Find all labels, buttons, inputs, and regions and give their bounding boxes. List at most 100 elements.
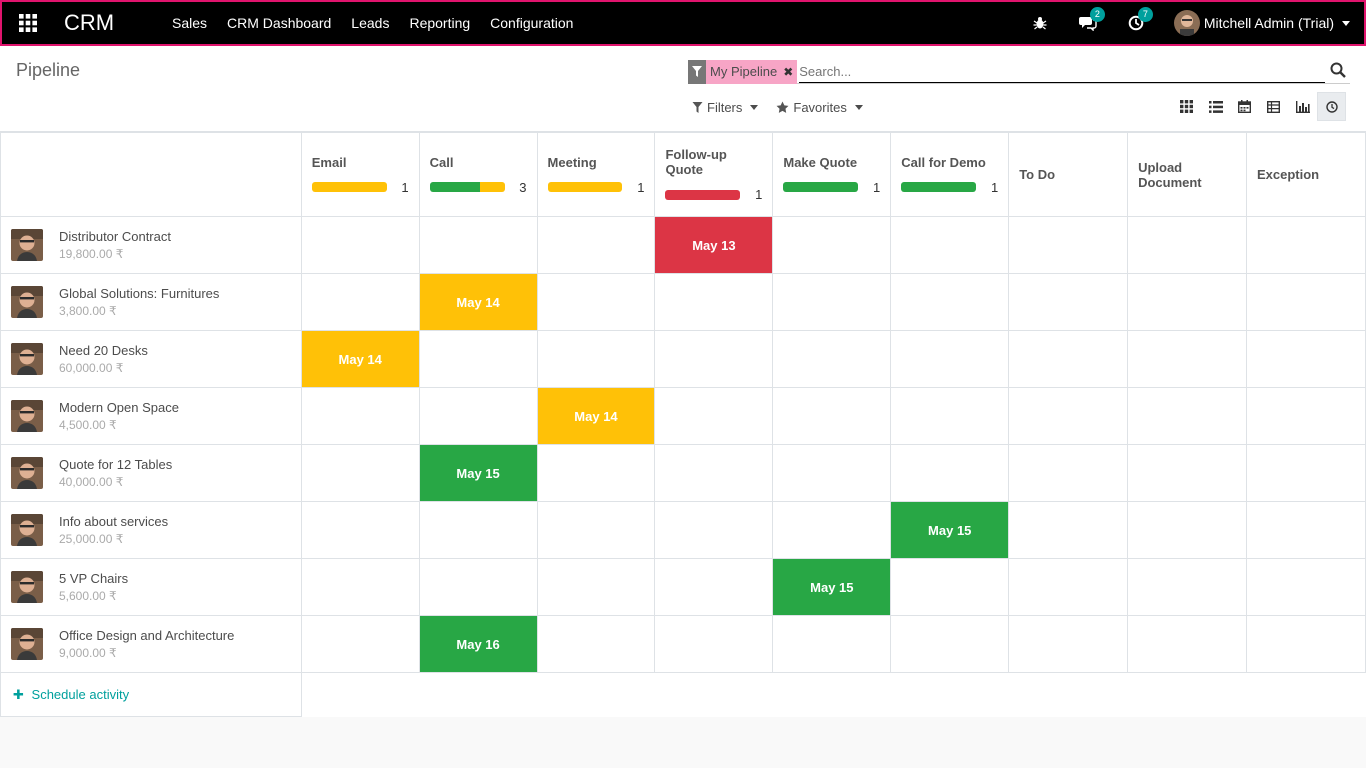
empty-activity-cell[interactable] [1008, 558, 1129, 616]
empty-activity-cell[interactable] [1127, 444, 1247, 502]
empty-activity-cell[interactable] [772, 273, 892, 331]
calendar-view-icon[interactable] [1230, 92, 1259, 121]
empty-activity-cell[interactable] [772, 615, 892, 673]
empty-activity-cell[interactable] [1246, 330, 1366, 388]
search-icon[interactable] [1330, 62, 1348, 80]
empty-activity-cell[interactable] [1008, 330, 1129, 388]
column-progress-bar[interactable] [665, 189, 741, 200]
record-cell[interactable]: 5 VP Chairs 5,600.00 ₹ [0, 558, 302, 616]
activities-clock-icon[interactable]: 7 [1124, 7, 1153, 35]
record-cell[interactable]: Quote for 12 Tables 40,000.00 ₹ [0, 444, 302, 502]
progress-segment[interactable] [665, 189, 741, 200]
empty-activity-cell[interactable] [1008, 273, 1129, 331]
empty-activity-cell[interactable] [1246, 387, 1366, 445]
favorites-dropdown[interactable]: Favorites [776, 100, 863, 115]
empty-activity-cell[interactable] [654, 273, 774, 331]
messages-icon[interactable]: 2 [1076, 7, 1105, 35]
activity-cell[interactable]: May 15 [418, 444, 538, 502]
empty-activity-cell[interactable] [1008, 216, 1129, 274]
empty-activity-cell[interactable] [772, 501, 892, 559]
empty-activity-cell[interactable] [300, 558, 420, 616]
empty-activity-cell[interactable] [300, 387, 420, 445]
empty-activity-cell[interactable] [536, 273, 656, 331]
empty-activity-cell[interactable] [654, 444, 774, 502]
empty-activity-cell[interactable] [1127, 273, 1247, 331]
search-input[interactable] [799, 60, 1326, 83]
empty-activity-cell[interactable] [1246, 615, 1366, 673]
empty-activity-cell[interactable] [1008, 501, 1129, 559]
empty-activity-cell[interactable] [654, 330, 774, 388]
empty-activity-cell[interactable] [890, 558, 1010, 616]
user-menu[interactable]: Mitchell Admin (Trial) [1173, 10, 1350, 36]
empty-activity-cell[interactable] [1127, 615, 1247, 673]
empty-activity-cell[interactable] [1246, 273, 1366, 331]
menu-reporting[interactable]: Reporting [409, 15, 471, 31]
activity-cell[interactable]: May 16 [418, 615, 538, 673]
record-cell[interactable]: Global Solutions: Furnitures 3,800.00 ₹ [0, 273, 302, 331]
debug-bug-icon[interactable] [1028, 11, 1052, 35]
record-cell[interactable]: Need 20 Desks 60,000.00 ₹ [0, 330, 302, 388]
empty-activity-cell[interactable] [1127, 330, 1247, 388]
empty-activity-cell[interactable] [1246, 501, 1366, 559]
schedule-activity-button[interactable]: ✚ Schedule activity [0, 672, 302, 717]
empty-activity-cell[interactable] [772, 330, 892, 388]
record-cell[interactable]: Distributor Contract 19,800.00 ₹ [0, 216, 302, 274]
progress-segment[interactable] [901, 182, 977, 192]
progress-segment[interactable] [547, 182, 623, 192]
activity-cell[interactable]: May 14 [536, 387, 656, 445]
column-progress-bar[interactable] [783, 182, 859, 192]
empty-activity-cell[interactable] [1008, 444, 1129, 502]
column-progress-bar[interactable] [429, 182, 505, 192]
activity-cell[interactable]: May 13 [654, 216, 774, 274]
empty-activity-cell[interactable] [536, 558, 656, 616]
empty-activity-cell[interactable] [418, 216, 538, 274]
empty-activity-cell[interactable] [654, 387, 774, 445]
empty-activity-cell[interactable] [654, 501, 774, 559]
empty-activity-cell[interactable] [300, 501, 420, 559]
progress-segment[interactable] [479, 182, 505, 192]
column-progress-bar[interactable] [547, 182, 623, 192]
record-cell[interactable]: Info about services 25,000.00 ₹ [0, 501, 302, 559]
empty-activity-cell[interactable] [890, 444, 1010, 502]
empty-activity-cell[interactable] [1127, 216, 1247, 274]
empty-activity-cell[interactable] [300, 444, 420, 502]
empty-activity-cell[interactable] [890, 330, 1010, 388]
empty-activity-cell[interactable] [1246, 444, 1366, 502]
progress-segment[interactable] [311, 182, 387, 192]
activity-cell[interactable]: May 14 [418, 273, 538, 331]
empty-activity-cell[interactable] [418, 387, 538, 445]
empty-activity-cell[interactable] [654, 615, 774, 673]
activity-view-icon[interactable] [1317, 92, 1346, 121]
empty-activity-cell[interactable] [1127, 558, 1247, 616]
empty-activity-cell[interactable] [536, 444, 656, 502]
empty-activity-cell[interactable] [418, 501, 538, 559]
empty-activity-cell[interactable] [772, 444, 892, 502]
empty-activity-cell[interactable] [536, 615, 656, 673]
empty-activity-cell[interactable] [772, 216, 892, 274]
empty-activity-cell[interactable] [300, 216, 420, 274]
empty-activity-cell[interactable] [772, 387, 892, 445]
empty-activity-cell[interactable] [300, 273, 420, 331]
empty-activity-cell[interactable] [1008, 387, 1129, 445]
empty-activity-cell[interactable] [890, 387, 1010, 445]
menu-sales[interactable]: Sales [172, 15, 208, 31]
activity-cell[interactable]: May 14 [300, 330, 420, 388]
empty-activity-cell[interactable] [536, 216, 656, 274]
empty-activity-cell[interactable] [1246, 216, 1366, 274]
menu-leads[interactable]: Leads [351, 15, 390, 31]
progress-segment[interactable] [783, 182, 859, 192]
empty-activity-cell[interactable] [1127, 501, 1247, 559]
empty-activity-cell[interactable] [536, 501, 656, 559]
column-progress-bar[interactable] [901, 182, 977, 192]
empty-activity-cell[interactable] [890, 216, 1010, 274]
empty-activity-cell[interactable] [300, 615, 420, 673]
column-progress-bar[interactable] [311, 182, 387, 192]
empty-activity-cell[interactable] [1008, 615, 1129, 673]
empty-activity-cell[interactable] [418, 558, 538, 616]
pivot-view-icon[interactable] [1259, 92, 1288, 121]
record-cell[interactable]: Office Design and Architecture 9,000.00 ₹ [0, 615, 302, 673]
empty-activity-cell[interactable] [418, 330, 538, 388]
empty-activity-cell[interactable] [890, 615, 1010, 673]
apps-menu-icon[interactable] [4, 2, 52, 44]
graph-view-icon[interactable] [1288, 92, 1317, 121]
